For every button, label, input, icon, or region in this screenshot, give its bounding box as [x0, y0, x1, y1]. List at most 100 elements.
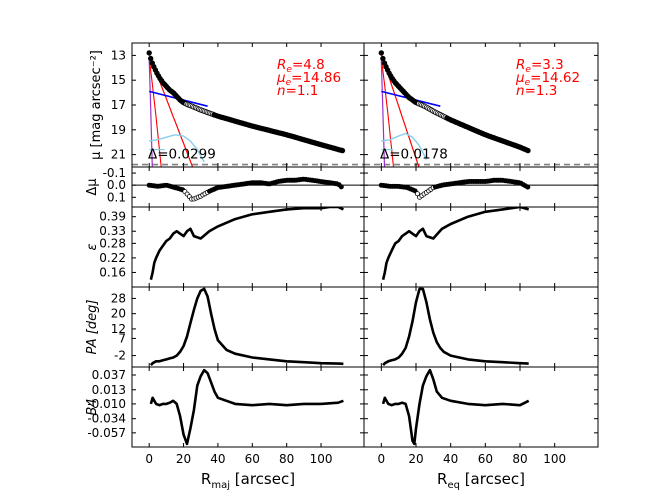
plot-area [381, 207, 530, 280]
y-tick-label: -2 [114, 349, 126, 363]
sersic-index-label: n=1.1 [277, 83, 318, 99]
panel-e [363, 206, 599, 288]
plot-area [364, 50, 598, 167]
panel-dmu [363, 166, 599, 208]
deg-profile-line [149, 287, 344, 366]
y-tick-label: 12 [111, 322, 126, 336]
residual-point [525, 184, 531, 190]
residual-point [338, 184, 344, 190]
y-axis-label: Δμ [85, 178, 100, 195]
y-tick-label: 0.22 [99, 251, 126, 265]
residual-point [414, 191, 420, 197]
surface-brightness-point [147, 55, 154, 62]
y-tick-label: 0.28 [99, 236, 126, 250]
inner-component-line [148, 57, 162, 167]
y-tick-label: 0.16 [99, 265, 126, 279]
delta-rms-label: Δ=0.0178 [380, 146, 448, 162]
x-tick-label: 20 [176, 452, 191, 466]
x-tick-label: 100 [310, 452, 333, 466]
axes-layer: 13 15 17 19 21 μ [mag arcsec⁻²] Re=4.8μe=14.86… [85, 42, 599, 491]
y-tick-label: -0.1 [103, 166, 126, 180]
column-equivalent-axis: Re=3.3μe=14.62n=1.3 Δ=0.0178 0 20 40 60 80 100 R… [363, 42, 599, 491]
ring-component-line [381, 132, 428, 160]
effective-surface-brightness-label: μe=14.86 [276, 70, 341, 88]
y-tick-label: 20 [111, 307, 126, 321]
surface-brightness-point [378, 50, 384, 56]
surface-brightness-point [525, 147, 531, 154]
nucleus-component-line [380, 60, 386, 167]
e-profile-line [149, 207, 344, 280]
inner-component-line [380, 57, 395, 167]
y-tick-label: 0.013 [92, 383, 126, 397]
y-tick-label: 15 [111, 73, 126, 87]
y-axis-label: B4 [85, 398, 100, 415]
x-tick-label: 40 [443, 452, 458, 466]
y-tick-label: -0.034 [87, 412, 126, 426]
plot-area [149, 207, 344, 280]
plot-area [381, 368, 530, 446]
effective-radius-label: Re=3.3 [516, 57, 564, 75]
x-tick-label: 80 [512, 452, 527, 466]
x-tick-label: 100 [543, 452, 566, 466]
y-tick-label: 19 [111, 123, 126, 137]
panel-mu: Re=3.3μe=14.62n=1.3 Δ=0.0178 [363, 42, 599, 168]
x-axis-label: Req [arcsec] [437, 470, 525, 491]
plot-area [364, 177, 598, 200]
panel-frame [131, 366, 365, 448]
y-tick-label: 17 [111, 98, 126, 112]
x-tick-label: 60 [478, 452, 493, 466]
y-tick-label: -0.057 [87, 426, 126, 440]
y-tick-label: 0.1 [107, 190, 126, 204]
nucleus-component-line [148, 60, 153, 167]
surface-brightness-point [146, 50, 152, 56]
y-axis-label: PA [deg] [85, 300, 100, 355]
panel-frame [131, 206, 365, 288]
plot-area [132, 50, 364, 167]
panel-e: 0.160.220.280.330.39 ε [85, 206, 365, 288]
x-tick-label: 80 [279, 452, 294, 466]
y-tick-label: 0.0 [107, 178, 126, 192]
plot-area [149, 368, 344, 446]
x-tick-label: 0 [145, 452, 153, 466]
sersic-index-label: n=1.3 [516, 83, 557, 99]
panel-frame [363, 206, 599, 288]
deg-profile-line [382, 287, 529, 366]
panel-dmu: -0.10.00.1 Δμ [85, 166, 365, 208]
panel-mu: 13 15 17 19 21 μ [mag arcsec⁻²] Re=4.8μe=14.86… [89, 42, 365, 168]
plot-area [132, 176, 364, 202]
y-tick-label: 13 [111, 48, 126, 62]
effective-surface-brightness-label: μe=14.62 [515, 70, 580, 88]
panel-frame [363, 366, 599, 448]
panel-frame [131, 286, 365, 368]
panel-b4: 0 20 40 60 80 100 [363, 366, 599, 466]
fit-parameters: Re=3.3μe=14.62n=1.3 Δ=0.0178 [380, 57, 580, 162]
y-tick-label: 7 [118, 331, 126, 345]
panel-pa [363, 286, 599, 368]
surface-brightness-point [339, 147, 346, 154]
plot-area [149, 287, 344, 366]
b4-profile-line [149, 368, 344, 446]
e-profile-line [381, 207, 530, 280]
delta-rms-label: Δ=0.0299 [148, 146, 216, 162]
effective-radius-label: Re=4.8 [277, 57, 325, 75]
ring-component-line [149, 134, 205, 163]
y-axis-label: ε [85, 243, 100, 250]
x-tick-label: 40 [210, 452, 225, 466]
y-tick-label: 21 [111, 148, 126, 162]
y-tick-label: 0.037 [92, 368, 126, 382]
x-axis-label: Rmaj [arcsec] [201, 470, 295, 491]
y-tick-label: -0.010 [87, 397, 126, 411]
fit-parameters: Re=4.8μe=14.86n=1.1 Δ=0.0299 [148, 57, 341, 162]
y-axis-label: μ [mag arcsec⁻²] [89, 50, 104, 160]
y-tick-label: 0.33 [99, 224, 126, 238]
column-major-axis: 13 15 17 19 21 μ [mag arcsec⁻²] Re=4.8μe=14.86… [85, 42, 365, 491]
y-tick-label: 28 [111, 291, 126, 305]
panel-frame [363, 286, 599, 368]
x-tick-label: 20 [408, 452, 423, 466]
x-tick-label: 0 [378, 452, 386, 466]
plot-area [382, 287, 529, 366]
b4-profile-line [381, 368, 530, 446]
